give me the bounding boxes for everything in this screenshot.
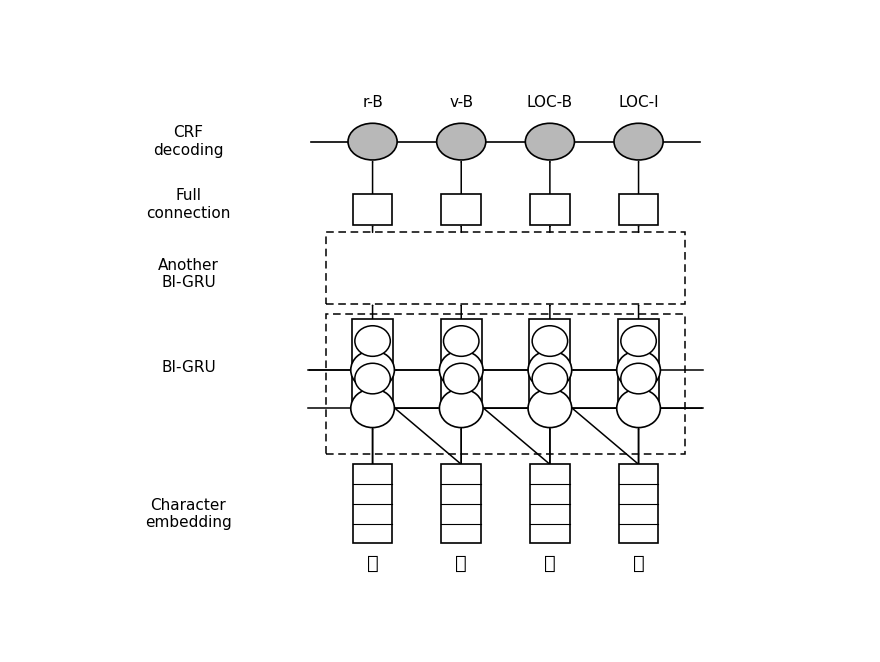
Bar <box>442 194 481 224</box>
Text: Full
connection: Full connection <box>146 188 231 220</box>
Bar <box>530 319 570 401</box>
Text: Character
embedding: Character embedding <box>145 498 231 530</box>
Ellipse shape <box>355 363 391 394</box>
Bar <box>619 464 658 544</box>
Text: v-B: v-B <box>449 95 473 110</box>
Text: 国: 国 <box>633 554 644 573</box>
Text: Another
BI-GRU: Another BI-GRU <box>158 258 219 291</box>
Text: r-B: r-B <box>363 95 383 110</box>
Ellipse shape <box>532 326 568 356</box>
Ellipse shape <box>444 363 479 394</box>
Text: BI-GRU: BI-GRU <box>161 360 216 375</box>
Ellipse shape <box>617 351 660 389</box>
Ellipse shape <box>528 351 572 389</box>
Bar <box>530 464 569 544</box>
Ellipse shape <box>620 363 656 394</box>
Ellipse shape <box>348 123 397 160</box>
Text: LOC-I: LOC-I <box>619 95 659 110</box>
Ellipse shape <box>532 363 568 394</box>
Bar <box>352 319 393 401</box>
Text: 我: 我 <box>367 554 378 573</box>
Ellipse shape <box>436 123 486 160</box>
Ellipse shape <box>351 389 394 428</box>
Ellipse shape <box>525 123 575 160</box>
Ellipse shape <box>614 123 664 160</box>
Text: 爱: 爱 <box>455 554 467 573</box>
Text: CRF
decoding: CRF decoding <box>153 125 224 158</box>
Bar <box>353 194 392 224</box>
Bar <box>442 464 481 544</box>
Ellipse shape <box>355 326 391 356</box>
Text: LOC-B: LOC-B <box>527 95 573 110</box>
Ellipse shape <box>617 389 660 428</box>
Text: 中: 中 <box>544 554 556 573</box>
Ellipse shape <box>351 351 394 389</box>
Bar <box>326 232 685 304</box>
Bar <box>326 314 685 454</box>
Bar <box>530 194 569 224</box>
Ellipse shape <box>444 326 479 356</box>
Ellipse shape <box>528 389 572 428</box>
Bar <box>618 319 659 401</box>
Bar <box>353 464 392 544</box>
Ellipse shape <box>620 326 656 356</box>
Bar <box>619 194 658 224</box>
Ellipse shape <box>439 389 483 428</box>
Ellipse shape <box>439 351 483 389</box>
Bar <box>441 319 481 401</box>
